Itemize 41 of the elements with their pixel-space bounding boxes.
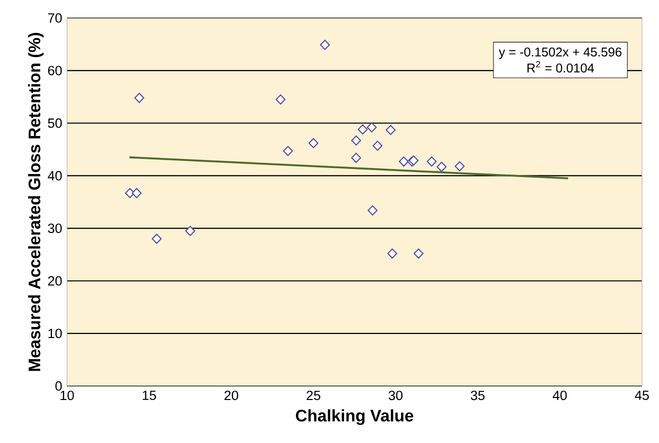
y-tick-label: 30 (48, 224, 62, 234)
point (454, 161, 465, 172)
y-tick-label: 0 (55, 381, 62, 391)
y-axis-title: Measured Accelerated Gloss Retention (%) (28, 32, 44, 371)
y-tick-label: 50 (48, 118, 62, 128)
x-tick-label: 30 (388, 390, 402, 400)
y-tick-label: 20 (48, 276, 62, 286)
y-tick-label: 40 (48, 171, 62, 180)
annotation: R$^{2}$ = 0.0104 (527, 61, 594, 72)
point (368, 205, 378, 216)
point (320, 40, 330, 50)
x-tick-label: 10 (60, 390, 74, 400)
point (152, 234, 162, 244)
point (426, 156, 437, 167)
point (366, 122, 377, 132)
point (387, 248, 398, 259)
x-tick-label: 35 (470, 390, 485, 400)
point (414, 248, 424, 259)
point (308, 138, 318, 148)
point (386, 124, 396, 136)
point (358, 124, 368, 135)
x-tick-label: 40 (552, 390, 567, 400)
annotation: y = -0.1502x + 45.596 (498, 48, 622, 60)
point (398, 156, 409, 167)
point (132, 188, 142, 198)
point (351, 152, 362, 163)
point (436, 162, 447, 172)
point (185, 226, 196, 236)
point (372, 140, 382, 151)
point (351, 135, 362, 146)
x-tick-label: 25 (306, 390, 320, 400)
x-axis-title: Chalking Value (296, 409, 414, 425)
x-tick-label: 15 (142, 390, 156, 400)
point (134, 92, 144, 103)
y-tick-label: 70 (48, 13, 62, 23)
y-tick-label: 10 (48, 328, 62, 338)
point (283, 146, 293, 156)
x-tick-label: 20 (224, 390, 238, 400)
y-tick-label: 60 (48, 66, 62, 76)
x-tick-label: 45 (634, 390, 649, 400)
point (276, 94, 286, 105)
